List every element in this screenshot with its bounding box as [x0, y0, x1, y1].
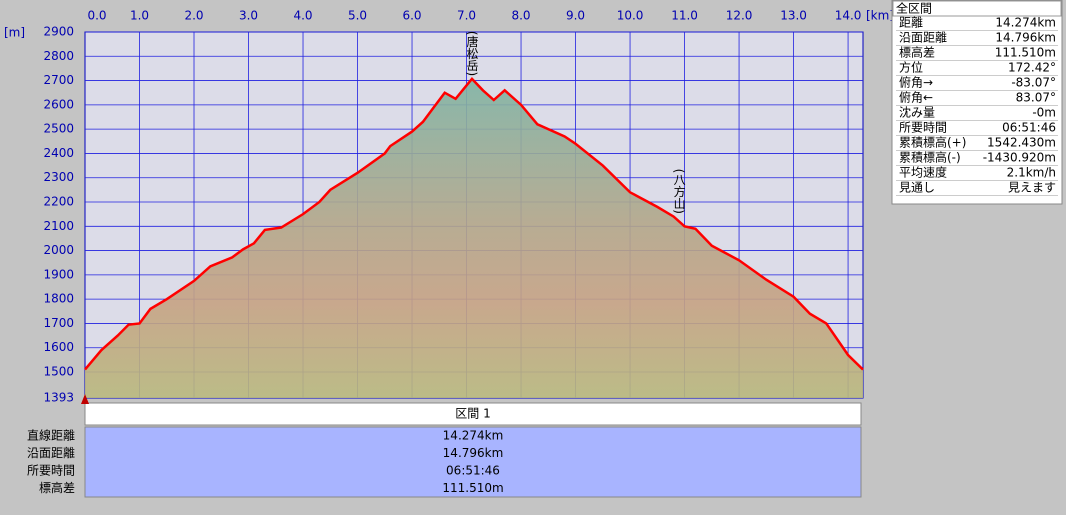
summary-label: 方位	[899, 60, 923, 75]
summary-value: 83.07°	[1016, 91, 1056, 105]
section-body-box	[84, 426, 862, 498]
y-tick-label: 2700	[43, 73, 74, 87]
summary-label: 累積標高(-)	[899, 150, 961, 165]
y-tick-label: 2600	[43, 97, 74, 111]
x-tick-label: 13.0	[780, 9, 807, 23]
summary-label: 沿面距離	[899, 31, 947, 45]
x-tick-label: 11.0	[671, 9, 698, 23]
summary-value: 2.1km/h	[1007, 166, 1056, 180]
summary-value: -83.07°	[1011, 76, 1056, 90]
y-tick-label: 1800	[43, 292, 74, 306]
peak-label: (唐松岳)	[465, 31, 479, 76]
x-tick-label: 0.0	[87, 9, 106, 23]
x-tick-label: 4.0	[293, 9, 312, 23]
x-tick-label: 14.0	[835, 9, 862, 23]
summary-box	[891, 0, 1063, 205]
y-tick-label: 2300	[43, 170, 74, 184]
y-tick-label: 1600	[43, 340, 74, 354]
summary-value: 111.510m	[995, 46, 1056, 60]
x-tick-label: 5.0	[348, 9, 367, 23]
y-tick-label: 2500	[43, 122, 74, 136]
summary-value: 14.274km	[995, 16, 1056, 30]
summary-label: 累積標高(+)	[899, 135, 966, 150]
y-tick-label: 2400	[43, 146, 74, 160]
section-label: 標高差	[39, 480, 75, 495]
section-header-box	[84, 402, 862, 426]
summary-label: 距離	[899, 16, 923, 30]
summary-value: 14.796km	[995, 31, 1056, 45]
section-header: 区間 1	[455, 407, 490, 421]
summary-panel	[891, 0, 1063, 205]
summary-value: 06:51:46	[1002, 121, 1056, 135]
y-tick-label: 1500	[43, 365, 74, 379]
section-label: 沿面距離	[27, 446, 75, 460]
summary-title-box	[892, 0, 1062, 17]
section-value: 111.510m	[442, 481, 503, 495]
section-value: 14.796km	[443, 446, 504, 460]
x-tick-label: 7.0	[457, 9, 476, 23]
y-unit: [m]	[4, 26, 25, 40]
x-tick-label: 10.0	[617, 9, 644, 23]
x-tick-label: 2.0	[184, 9, 203, 23]
y-tick-label: 1700	[43, 316, 74, 330]
y-tick-label: 2900	[43, 25, 74, 39]
profile-area	[85, 78, 863, 398]
y-tick-label: 2800	[43, 49, 74, 63]
section-label: 直線距離	[27, 428, 75, 443]
summary-value: 1542.430m	[987, 136, 1056, 150]
y-tick-label: 2000	[43, 243, 74, 257]
x-tick-label: 12.0	[726, 9, 753, 23]
peak-label: (八方山)	[672, 169, 686, 214]
x-tick-label: 1.0	[130, 9, 149, 23]
y-tick-label: 2100	[43, 219, 74, 233]
summary-value: 見えます	[1008, 181, 1056, 195]
summary-label: 沈み量	[899, 105, 935, 120]
summary-title: 全区間	[896, 1, 932, 16]
x-tick-label: 8.0	[511, 9, 530, 23]
x-unit: [km]	[866, 9, 894, 23]
summary-label: 所要時間	[899, 121, 947, 135]
summary-value: -0m	[1032, 106, 1056, 120]
section-value: 06:51:46	[446, 464, 500, 478]
summary-label: 平均速度	[899, 165, 947, 180]
y-tick-label: 1393	[43, 391, 74, 405]
y-tick-label: 2200	[43, 195, 74, 209]
start-marker	[81, 394, 89, 404]
section-value: 14.274km	[443, 429, 504, 443]
x-tick-label: 3.0	[239, 9, 258, 23]
x-tick-label: 9.0	[566, 9, 585, 23]
section-label: 所要時間	[27, 464, 75, 478]
summary-label: 標高差	[899, 45, 935, 60]
y-tick-label: 1900	[43, 267, 74, 281]
x-tick-label: 6.0	[402, 9, 421, 23]
summary-label: 俯角→	[899, 75, 933, 90]
summary-label: 俯角←	[899, 90, 933, 105]
summary-value: -1430.920m	[983, 151, 1056, 165]
summary-label: 見通し	[899, 181, 935, 195]
profile-line	[84, 76, 864, 371]
summary-value: 172.42°	[1008, 61, 1056, 75]
